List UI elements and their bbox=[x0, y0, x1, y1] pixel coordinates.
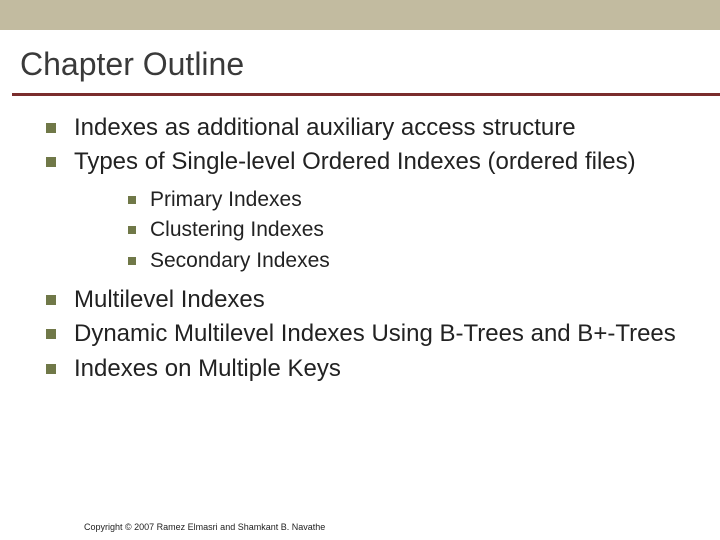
content-area: Indexes as additional auxiliary access s… bbox=[0, 96, 720, 385]
square-bullet-icon bbox=[46, 364, 56, 374]
list-item-text: Indexes as additional auxiliary access s… bbox=[74, 114, 576, 141]
sub-bullet-list: Primary Indexes Clustering Indexes Secon… bbox=[124, 185, 700, 276]
list-item-text: Primary Indexes bbox=[150, 188, 302, 211]
list-item: Multilevel Indexes bbox=[40, 284, 700, 316]
list-item: Primary Indexes bbox=[124, 185, 700, 215]
list-item-text: Secondary Indexes bbox=[150, 249, 330, 272]
square-bullet-icon bbox=[46, 295, 56, 305]
list-item: Indexes on Multiple Keys bbox=[40, 353, 700, 385]
copyright-text: Copyright © 2007 Ramez Elmasri and Shamk… bbox=[84, 522, 325, 532]
square-bullet-icon bbox=[46, 157, 56, 167]
square-bullet-icon bbox=[128, 226, 136, 234]
list-item: Types of Single-level Ordered Indexes (o… bbox=[40, 146, 700, 276]
list-item-text: Multilevel Indexes bbox=[74, 286, 265, 313]
square-bullet-icon bbox=[128, 196, 136, 204]
list-item: Dynamic Multilevel Indexes Using B-Trees… bbox=[40, 318, 700, 350]
top-color-bar bbox=[0, 0, 720, 30]
list-item: Secondary Indexes bbox=[124, 246, 700, 276]
square-bullet-icon bbox=[46, 123, 56, 133]
list-item-text: Clustering Indexes bbox=[150, 218, 324, 241]
square-bullet-icon bbox=[46, 329, 56, 339]
slide-title: Chapter Outline bbox=[0, 30, 720, 93]
list-item-text: Types of Single-level Ordered Indexes (o… bbox=[74, 148, 636, 175]
list-item: Clustering Indexes bbox=[124, 215, 700, 245]
list-item-text: Indexes on Multiple Keys bbox=[74, 355, 341, 382]
bullet-list: Indexes as additional auxiliary access s… bbox=[40, 112, 700, 385]
list-item-text: Dynamic Multilevel Indexes Using B-Trees… bbox=[74, 320, 676, 347]
list-item: Indexes as additional auxiliary access s… bbox=[40, 112, 700, 144]
square-bullet-icon bbox=[128, 257, 136, 265]
